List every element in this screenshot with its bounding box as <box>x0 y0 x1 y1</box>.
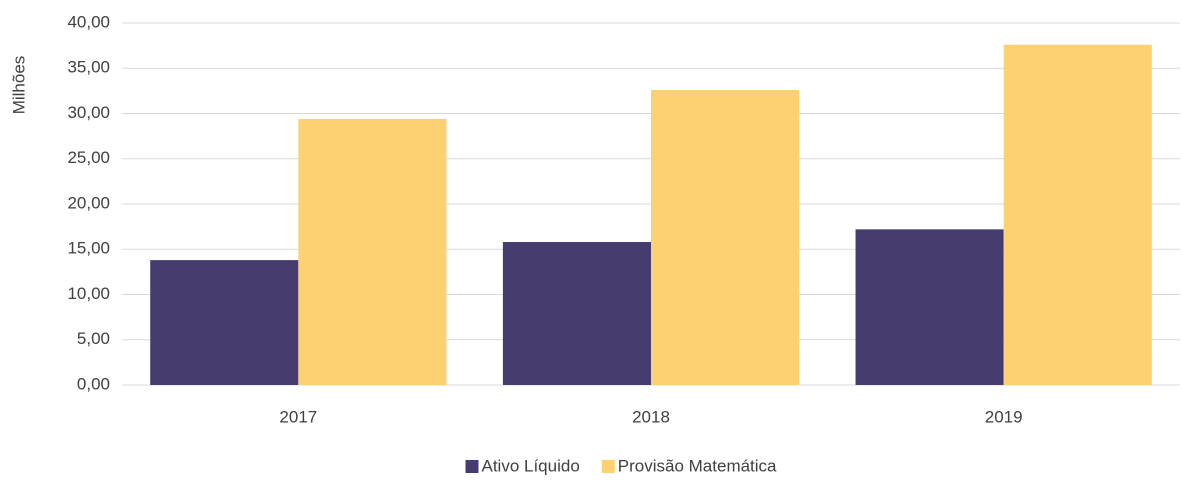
y-tick-label: 20,00 <box>67 193 110 212</box>
x-tick-label: 2017 <box>279 407 317 426</box>
y-tick-label: 40,00 <box>67 12 110 31</box>
y-tick-label: 0,00 <box>77 374 110 393</box>
y-tick-label: 35,00 <box>67 58 110 77</box>
legend: Ativo Líquido Provisão Matemática <box>465 456 777 475</box>
bar <box>298 118 447 386</box>
legend-label: Ativo Líquido <box>481 456 579 475</box>
x-tick-label: 2019 <box>985 407 1023 426</box>
y-tick-label: 5,00 <box>77 329 110 348</box>
bar <box>150 260 299 385</box>
y-tick-label: 25,00 <box>67 148 110 167</box>
bar <box>855 229 1004 385</box>
y-tick-label: 10,00 <box>67 284 110 303</box>
legend-swatch <box>465 460 479 473</box>
y-tick-label: 15,00 <box>67 239 110 258</box>
bar <box>502 242 651 385</box>
legend-swatch <box>601 460 615 473</box>
bar <box>1003 44 1152 385</box>
y-axis-label: Milhões <box>9 56 28 115</box>
bar <box>651 89 800 385</box>
x-tick-label: 2018 <box>632 407 670 426</box>
legend-item: Provisão Matemática <box>601 456 777 475</box>
y-tick-label: 30,00 <box>67 103 110 122</box>
legend-item: Ativo Líquido <box>465 456 580 475</box>
legend-label: Provisão Matemática <box>618 456 777 475</box>
